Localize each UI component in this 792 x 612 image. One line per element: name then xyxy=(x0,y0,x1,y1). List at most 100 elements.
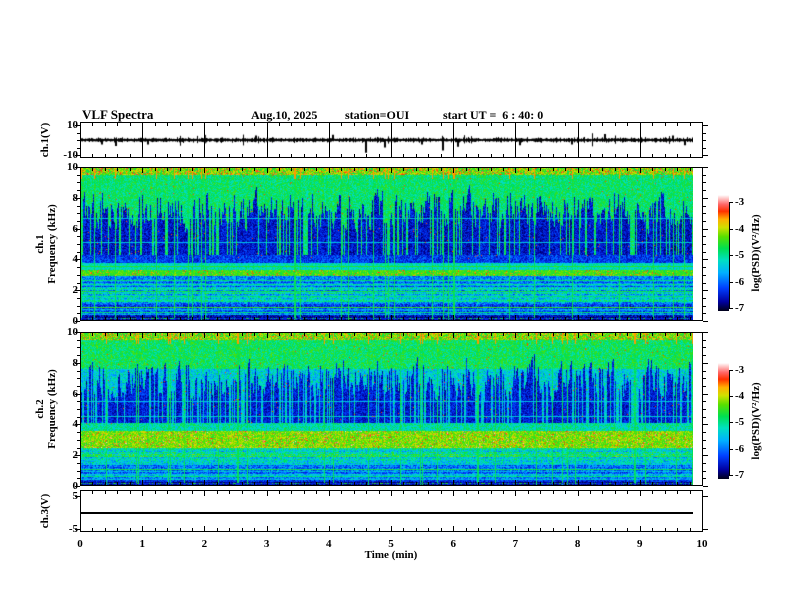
tick-mark xyxy=(703,371,706,372)
tick-mark xyxy=(142,315,143,320)
tick-mark xyxy=(403,491,404,494)
tick-mark xyxy=(204,491,205,496)
tick-mark xyxy=(677,168,678,171)
tick-mark xyxy=(192,154,193,157)
tick-mark xyxy=(515,333,516,338)
tick-mark xyxy=(590,333,591,336)
tick-mark xyxy=(341,333,342,336)
tick-mark xyxy=(703,221,706,222)
tick-mark xyxy=(80,491,81,496)
tick-mark xyxy=(229,528,230,531)
tick-mark xyxy=(77,213,80,214)
tick-mark xyxy=(652,333,653,336)
tick-mark xyxy=(665,528,666,531)
tick-mark xyxy=(702,480,703,485)
tick-mark xyxy=(503,123,504,126)
tick-mark xyxy=(428,168,429,171)
tick-mark xyxy=(354,491,355,494)
tick-mark xyxy=(167,154,168,157)
tick-mark xyxy=(117,333,118,336)
tick-mark xyxy=(703,432,706,433)
tick-mark xyxy=(267,480,268,485)
tick-mark xyxy=(515,168,516,173)
tick-mark xyxy=(702,333,703,338)
tick-mark xyxy=(379,168,380,171)
tick-mark xyxy=(180,123,181,126)
tick-mark xyxy=(130,168,131,171)
tick-mark xyxy=(341,528,342,531)
tick-mark xyxy=(267,526,268,531)
tick-mark xyxy=(491,317,492,320)
tick-mark xyxy=(117,491,118,494)
tick-mark xyxy=(192,168,193,171)
tick-mark xyxy=(279,317,280,320)
tick-mark xyxy=(665,168,666,171)
tick-mark xyxy=(627,333,628,336)
tick-mark xyxy=(466,482,467,485)
tick-mark xyxy=(540,491,541,494)
tick-mark xyxy=(267,333,268,338)
tick-mark xyxy=(77,140,80,141)
tick-mark xyxy=(652,528,653,531)
tick-mark xyxy=(503,333,504,336)
tick-mark xyxy=(75,455,80,456)
tick-mark xyxy=(354,482,355,485)
tick-mark xyxy=(652,317,653,320)
tick-mark xyxy=(117,528,118,531)
tick-mark xyxy=(478,123,479,126)
tick-mark xyxy=(602,482,603,485)
sp1-ytick-label: 10 xyxy=(67,161,78,173)
tick-mark xyxy=(590,482,591,485)
tick-mark xyxy=(703,290,708,291)
tick-mark xyxy=(354,317,355,320)
tick-mark xyxy=(665,154,666,157)
tick-mark xyxy=(204,333,205,338)
tick-mark xyxy=(615,482,616,485)
tick-mark xyxy=(515,122,516,158)
tick-mark xyxy=(578,315,579,320)
tick-mark xyxy=(229,333,230,336)
tick-mark xyxy=(677,154,678,157)
ch1-ytick-label: 10 xyxy=(67,119,78,131)
tick-mark xyxy=(503,317,504,320)
tick-mark xyxy=(329,333,330,338)
tick-mark xyxy=(142,480,143,485)
tick-mark xyxy=(416,491,417,494)
tick-mark xyxy=(540,528,541,531)
tick-mark xyxy=(75,332,80,333)
tick-mark xyxy=(142,491,143,496)
ch1-spectrogram-canvas xyxy=(81,168,693,320)
x-tick-label: 2 xyxy=(201,538,208,550)
tick-mark xyxy=(416,154,417,157)
tick-mark xyxy=(242,482,243,485)
tick-mark xyxy=(354,333,355,336)
tick-mark xyxy=(379,491,380,494)
tick-mark xyxy=(77,340,80,341)
tick-mark xyxy=(304,317,305,320)
tick-mark xyxy=(341,482,342,485)
ch2-spectrogram-canvas xyxy=(81,333,693,485)
tick-mark xyxy=(217,528,218,531)
tick-mark xyxy=(602,154,603,157)
tick-mark xyxy=(565,528,566,531)
tick-mark xyxy=(105,482,106,485)
tick-mark xyxy=(192,317,193,320)
tick-mark xyxy=(428,482,429,485)
tick-mark xyxy=(329,315,330,320)
tick-mark xyxy=(478,482,479,485)
tick-mark xyxy=(690,528,691,531)
tick-mark xyxy=(180,333,181,336)
tick-mark xyxy=(540,123,541,126)
tick-mark xyxy=(155,333,156,336)
tick-mark xyxy=(105,317,106,320)
tick-mark xyxy=(117,154,118,157)
tick-mark xyxy=(341,317,342,320)
tick-mark xyxy=(391,491,392,496)
tick-mark xyxy=(217,123,218,126)
tick-mark xyxy=(503,168,504,171)
tick-mark xyxy=(703,394,708,395)
ch1-waveform-canvas xyxy=(81,123,693,157)
tick-mark xyxy=(578,491,579,496)
sp2-ytick-label: 0 xyxy=(72,480,79,492)
tick-mark xyxy=(130,317,131,320)
